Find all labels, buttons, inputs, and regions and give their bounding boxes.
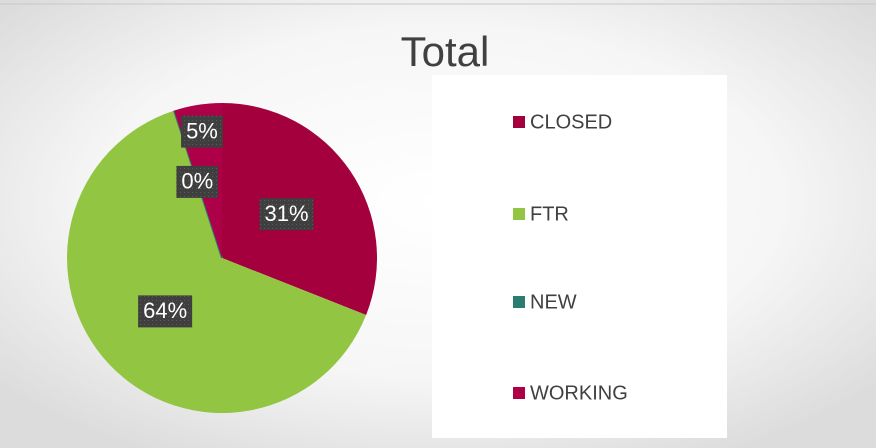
data-label-box: [181, 115, 223, 148]
data-label: 31%: [259, 198, 314, 231]
legend-label: FTR: [530, 203, 569, 225]
legend-swatch: [513, 387, 525, 399]
legend-label: NEW: [530, 291, 577, 313]
data-label: 64%: [138, 295, 193, 328]
data-label-box: [138, 295, 193, 328]
legend-swatch: [513, 116, 525, 128]
data-label-text: 5%: [186, 118, 218, 143]
data-label-box: [259, 198, 314, 231]
data-label-box: [176, 165, 219, 198]
data-label: 5%: [181, 115, 223, 148]
legend-label: CLOSED: [530, 111, 612, 133]
legend-panel: [432, 75, 727, 438]
data-label-text: 64%: [143, 298, 187, 323]
data-label-text: 0%: [181, 169, 213, 194]
data-label: 0%: [176, 165, 219, 198]
chart-title: Total: [401, 28, 490, 75]
pie-slice: [67, 110, 367, 413]
legend-swatch: [513, 208, 525, 220]
data-label-text: 31%: [264, 201, 308, 226]
legend-label: WORKING: [530, 382, 628, 404]
legend-swatch: [513, 296, 525, 308]
